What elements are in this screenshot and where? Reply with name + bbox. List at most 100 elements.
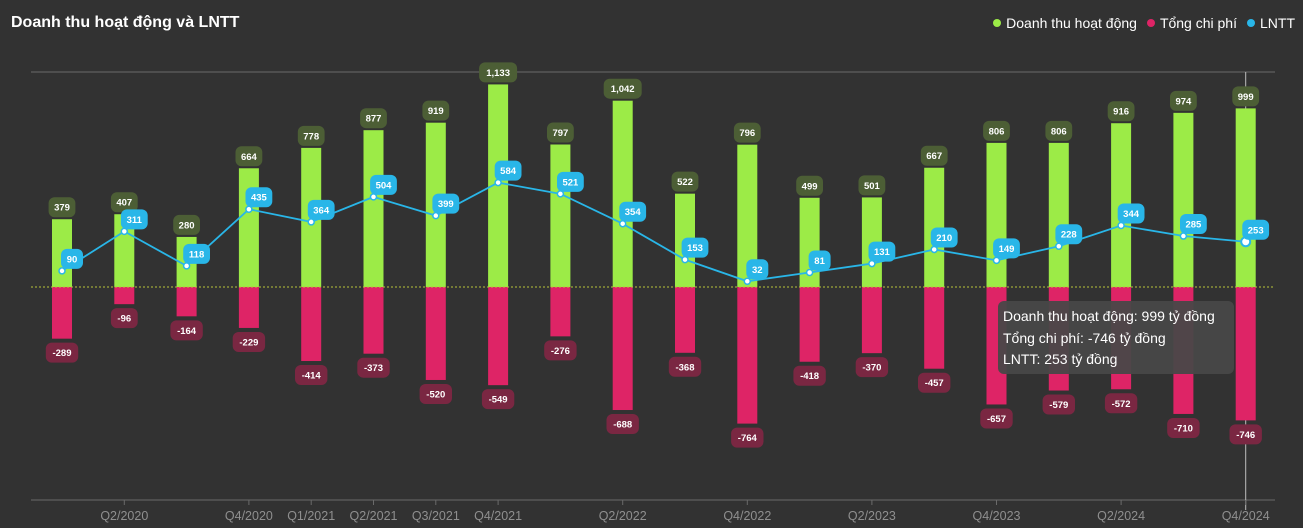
revenue-bar[interactable] bbox=[363, 130, 384, 287]
revenue-label-bg bbox=[796, 175, 823, 196]
pretax-profit-point[interactable] bbox=[743, 277, 752, 286]
revenue-bar[interactable] bbox=[1173, 112, 1194, 287]
expense-bar[interactable] bbox=[924, 287, 945, 369]
expense-bar[interactable] bbox=[799, 287, 820, 362]
pretax-profit-label: 435 bbox=[251, 193, 268, 204]
expense-label-bg bbox=[419, 383, 452, 404]
expense-label-bg bbox=[1104, 393, 1138, 414]
legend-item-expenses[interactable]: Tổng chi phí bbox=[1146, 15, 1237, 31]
pretax-profit-label: 253 bbox=[1248, 225, 1264, 236]
revenue-label-bg bbox=[547, 122, 574, 143]
legend-marker-revenue bbox=[993, 19, 1002, 27]
x-tick-label: Q2/2024 bbox=[1097, 509, 1145, 523]
revenue-label: 806 bbox=[1051, 126, 1067, 137]
pretax-profit-label-bg bbox=[808, 250, 831, 271]
revenue-label: 806 bbox=[989, 126, 1005, 137]
revenue-bar[interactable] bbox=[550, 144, 571, 287]
revenue-label: 667 bbox=[926, 151, 942, 162]
expense-label: -370 bbox=[862, 363, 881, 374]
pretax-profit-label-bg bbox=[993, 238, 1020, 259]
expense-label-bg bbox=[918, 372, 951, 393]
revenue-bar[interactable] bbox=[986, 142, 1007, 287]
x-tick-label: Q4/2022 bbox=[723, 509, 771, 523]
pretax-profit-label-bg bbox=[930, 227, 958, 248]
pretax-profit-label: 32 bbox=[752, 265, 763, 276]
expense-label-bg bbox=[1042, 394, 1075, 415]
revenue-label-bg bbox=[858, 175, 886, 196]
legend-label-expenses: Tổng chi phí bbox=[1159, 15, 1237, 31]
expense-label: -373 bbox=[364, 363, 383, 374]
expense-bar[interactable] bbox=[238, 287, 259, 328]
expense-label-bg bbox=[295, 365, 328, 386]
pretax-profit-label: 364 bbox=[313, 205, 330, 216]
pretax-profit-label: 118 bbox=[189, 249, 204, 260]
expense-bar[interactable] bbox=[675, 287, 695, 353]
revenue-bar[interactable] bbox=[612, 100, 633, 287]
expense-bar[interactable] bbox=[52, 287, 72, 339]
pretax-profit-label: 521 bbox=[562, 177, 579, 188]
tooltip-revenue-line: Doanh thu hoạt động: 999 tỷ đồng bbox=[1003, 308, 1215, 324]
pretax-profit-label-bg bbox=[1180, 214, 1207, 235]
revenue-label-bg bbox=[235, 146, 263, 167]
legend-item-pretax-profit[interactable]: LNTT bbox=[1247, 15, 1295, 31]
pretax-profit-label-bg bbox=[1055, 224, 1083, 245]
pretax-profit-label: 149 bbox=[999, 244, 1015, 255]
revenue-bar[interactable] bbox=[1235, 108, 1256, 287]
revenue-label: 919 bbox=[428, 106, 444, 117]
revenue-bar[interactable] bbox=[238, 168, 259, 287]
chart-title: Doanh thu hoạt động và LNTT bbox=[11, 14, 240, 31]
expense-label-bg bbox=[544, 340, 577, 361]
tooltip-expenses-line: Tổng chi phí: -746 tỷ đồng bbox=[1003, 329, 1166, 346]
expense-bar[interactable] bbox=[425, 287, 446, 380]
pretax-profit-label-bg bbox=[120, 209, 148, 230]
expense-label: -457 bbox=[925, 378, 944, 389]
pretax-profit-label-bg bbox=[1117, 203, 1145, 224]
pretax-profit-label-bg bbox=[746, 259, 769, 280]
revenue-label: 664 bbox=[241, 152, 258, 163]
pretax-profit-point[interactable] bbox=[805, 268, 814, 277]
expense-bar[interactable] bbox=[612, 287, 633, 411]
revenue-bar[interactable] bbox=[1048, 142, 1069, 287]
pretax-profit-label-bg bbox=[245, 187, 273, 208]
expense-bar[interactable] bbox=[488, 287, 509, 386]
expense-bar[interactable] bbox=[301, 287, 322, 362]
expense-bar[interactable] bbox=[363, 287, 384, 354]
revenue-label-bg bbox=[603, 78, 642, 99]
pretax-profit-point[interactable] bbox=[58, 267, 66, 275]
expense-label: -289 bbox=[52, 348, 71, 359]
x-tick-label: Q4/2020 bbox=[225, 509, 273, 523]
expense-label-bg bbox=[606, 414, 639, 435]
revenue-label-bg bbox=[920, 145, 948, 166]
expense-label: -276 bbox=[551, 346, 570, 357]
expense-bar[interactable] bbox=[861, 287, 882, 354]
revenue-bar[interactable] bbox=[114, 214, 135, 287]
revenue-label-bg bbox=[110, 192, 138, 213]
expense-label: -414 bbox=[302, 371, 322, 382]
pretax-profit-label: 81 bbox=[814, 256, 825, 267]
expense-bar[interactable] bbox=[737, 287, 758, 424]
revenue-label: 379 bbox=[54, 203, 70, 214]
expense-label-bg bbox=[45, 342, 79, 363]
revenue-label: 797 bbox=[552, 128, 568, 139]
legend-item-revenue[interactable]: Doanh thu hoạt động bbox=[993, 15, 1137, 31]
expense-label-bg bbox=[793, 365, 826, 386]
x-tick-label: Q2/2021 bbox=[350, 509, 398, 523]
pretax-profit-label-bg bbox=[61, 248, 83, 269]
expense-bar[interactable] bbox=[550, 287, 571, 337]
revenue-label-bg bbox=[1045, 120, 1073, 141]
expense-label-bg bbox=[170, 320, 203, 341]
revenue-bar[interactable] bbox=[924, 167, 945, 287]
revenue-label-bg bbox=[1170, 90, 1197, 111]
legend-marker-expenses bbox=[1146, 19, 1155, 27]
expense-bar[interactable] bbox=[1235, 287, 1256, 421]
revenue-label: 778 bbox=[303, 131, 319, 142]
expense-bar[interactable] bbox=[114, 287, 135, 305]
pretax-profit-label-bg bbox=[183, 243, 210, 264]
revenue-bar[interactable] bbox=[737, 144, 758, 287]
expense-bar[interactable] bbox=[176, 287, 197, 317]
x-tick-label: Q2/2023 bbox=[848, 509, 896, 523]
revenue-label: 974 bbox=[1175, 96, 1192, 107]
x-tick-label: Q3/2021 bbox=[412, 509, 460, 523]
x-tick-label: Q4/2021 bbox=[474, 509, 522, 523]
tooltip-pretax-profit-line: LNTT: 253 tỷ đồng bbox=[1003, 351, 1118, 367]
